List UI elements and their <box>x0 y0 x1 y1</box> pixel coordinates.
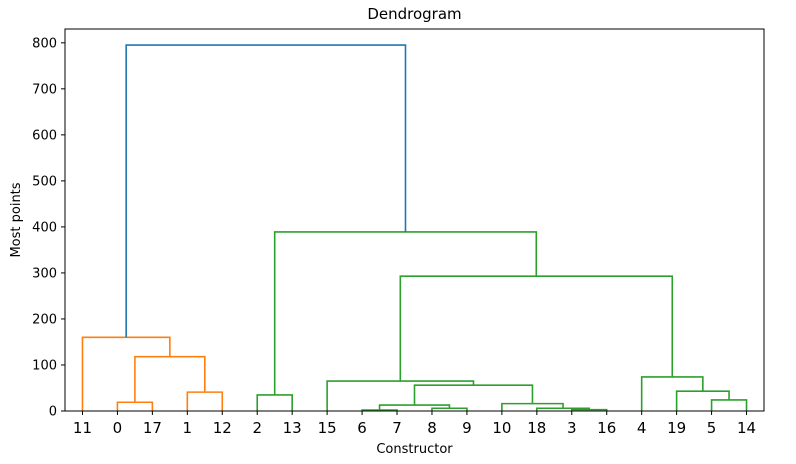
leaf-label: 0 <box>113 419 123 437</box>
y-tick-label: 800 <box>32 36 57 51</box>
leaf-label: 3 <box>567 419 577 437</box>
y-tick-label: 600 <box>32 128 57 143</box>
leaf-label: 18 <box>527 419 546 437</box>
y-tick-label: 0 <box>49 405 57 420</box>
y-tick-label: 700 <box>32 82 57 97</box>
leaf-label: 4 <box>637 419 647 437</box>
y-axis-title: Most points <box>9 182 24 257</box>
chart-title: Dendrogram <box>367 5 461 23</box>
dendrogram-link <box>536 407 591 411</box>
leaf-label: 6 <box>357 419 367 437</box>
dendrogram-link <box>186 391 224 411</box>
y-tick-label: 500 <box>32 174 57 189</box>
dendrogram-link <box>399 275 674 382</box>
dendrogram-link <box>431 407 468 411</box>
leaf-label: 7 <box>392 419 402 437</box>
dendrogram-link <box>675 390 730 411</box>
dendrogram-link <box>710 399 748 411</box>
dendrogram-link <box>116 401 154 411</box>
y-tick-label: 400 <box>32 220 57 235</box>
dendrogram-link <box>273 231 538 395</box>
leaf-label: 17 <box>143 419 162 437</box>
dendrogram-link <box>81 336 171 411</box>
y-tick-label: 100 <box>32 358 57 373</box>
dendrogram-link <box>134 355 206 403</box>
dendrogram-link <box>501 402 564 411</box>
leaf-label: 1 <box>183 419 193 437</box>
y-tick-label: 300 <box>32 266 57 281</box>
x-axis-title: Constructor <box>376 442 453 457</box>
plot-area: 0 100 200 300 400 500 600 700 800 11 0 17 1 12 2 13 15 6 7… <box>32 28 765 437</box>
leaf-label: 5 <box>707 419 717 437</box>
leaf-label: 19 <box>667 419 686 437</box>
leaf-label: 2 <box>252 419 262 437</box>
leaf-label: 16 <box>597 419 616 437</box>
leaf-label: 10 <box>492 419 511 437</box>
leaf-label: 11 <box>73 419 92 437</box>
leaf-label: 15 <box>318 419 337 437</box>
leaf-label: 13 <box>283 419 302 437</box>
leaf-label: 8 <box>427 419 437 437</box>
dendrogram-link <box>413 384 534 406</box>
leaf-label: 9 <box>462 419 472 437</box>
leaf-label: 14 <box>737 419 756 437</box>
y-tick-label: 200 <box>32 312 57 327</box>
dendrogram-link <box>378 404 451 411</box>
dendrogram-link <box>125 44 407 338</box>
dendrogram-link <box>640 376 704 411</box>
dendrogram-link <box>256 394 293 411</box>
leaf-label: 12 <box>213 419 232 437</box>
plot-frame <box>64 28 765 412</box>
